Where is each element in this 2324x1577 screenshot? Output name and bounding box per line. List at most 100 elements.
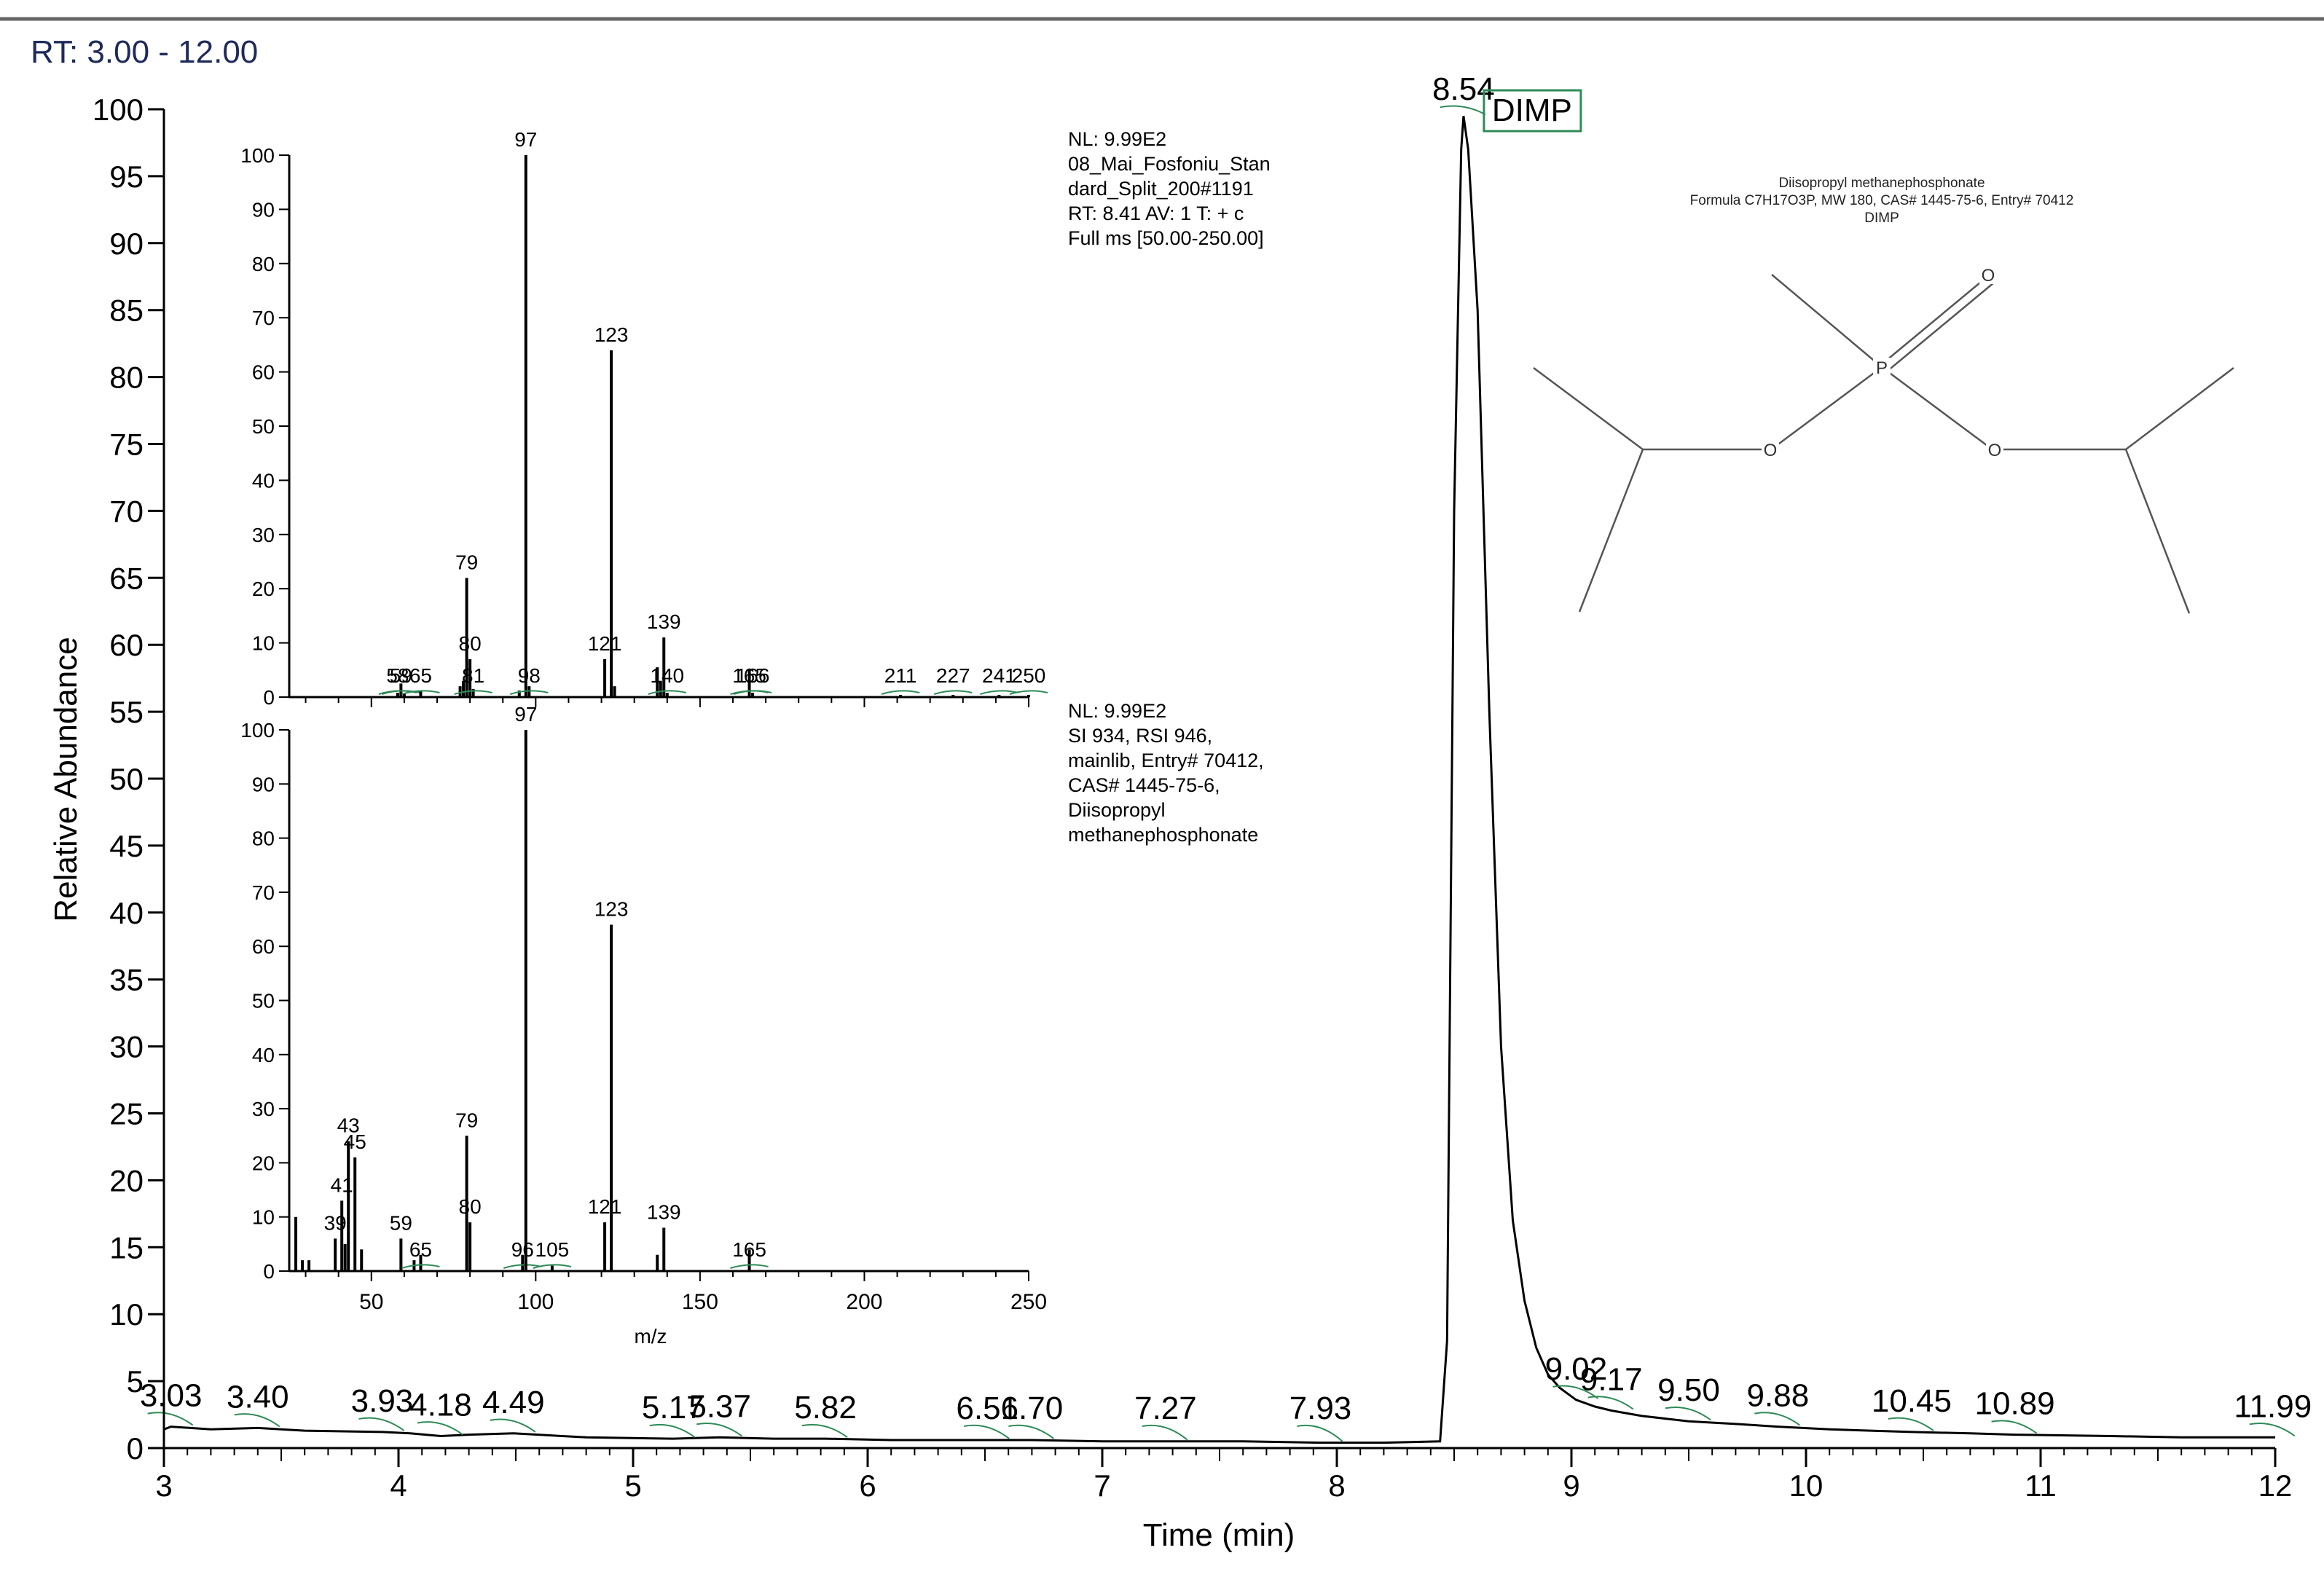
x-tick-label: 5 [624,1468,641,1503]
peak-label: 9.17 [1580,1362,1643,1398]
spectrum-info-line: methanephosphonate [1068,824,1258,846]
bond-p-o-right [1881,366,1988,447]
spectrum-peak-label: 139 [647,1201,681,1224]
spectrum-peak-label: 80 [459,1195,482,1218]
peak-label: 9.88 [1747,1378,1810,1414]
spectrum-peak-label: 59 [390,664,412,687]
inset-y-tick-label: 100 [240,719,275,742]
spectrum-info-line: CAS# 1445-75-6, [1068,774,1220,796]
y-tick-label: 10 [109,1297,144,1332]
peak-label-leader [648,690,687,695]
peak-label-leader [1440,105,1486,116]
chart-header: RT: 3.00 - 12.00 [31,34,258,70]
spectrum-peak-label: 65 [409,664,432,687]
y-tick-label: 25 [109,1097,144,1131]
y-tick-label: 55 [109,695,144,729]
peak-label-leader [454,690,492,695]
x-tick-label: 8 [1328,1468,1345,1503]
peak-label-leader [147,1412,194,1426]
peak-label-leader [1552,1385,1599,1399]
spectrum-peak-label: 227 [936,664,970,687]
peak-label: 5.82 [794,1390,857,1425]
peak-label: 3.93 [351,1383,414,1419]
y-tick-label: 70 [109,494,144,528]
atom-oxygen-right: O [1988,441,2002,460]
chromatogram-trace [163,115,2275,1444]
peak-label: 6.51 [956,1391,1018,1426]
bond-ch-me-left-2 [1578,449,1644,613]
spectrum-peak-label: 98 [518,664,541,687]
spectrum-peak-label: 65 [409,1238,432,1261]
peak-label-leader [510,690,549,695]
peak-label: 6.70 [1001,1391,1064,1426]
bond-ch-me-right-2 [2124,449,2191,614]
spectrum-info-line: NL: 9.99E2 [1068,128,1166,150]
peak-label-leader [733,690,772,695]
bond-ch-me-right-1 [2125,367,2234,450]
inset-y-tick-label: 30 [252,1098,275,1120]
inset-y-tick-label: 40 [252,469,275,492]
compound-label-box: DIMP [1483,89,1582,133]
spectrum-info-line: SI 934, RSI 946, [1068,725,1212,747]
peak-label-leader [1142,1424,1188,1441]
peak-label-leader [1665,1406,1711,1421]
y-tick-label: 100 [93,93,144,127]
spectrum-peak-label: 140 [650,664,684,687]
spectrum-peak-label: 59 [390,1211,412,1234]
spectrum-peak-label: 241 [982,664,1016,687]
y-tick-label: 15 [109,1230,144,1265]
bond-ch-me-left-1 [1533,366,1644,451]
peak-label-leader [964,1424,1010,1439]
inset-y-tick-label: 100 [240,144,275,167]
x-tick-label: 4 [390,1468,407,1503]
peak-label-leader [1297,1424,1343,1442]
spectrum-peak-label: 43 [337,1114,360,1137]
peak-label-leader [696,1423,742,1437]
spectrum-info-line: Full ms [50.00-250.00] [1068,227,1264,249]
peak-label: 9.02 [1545,1351,1608,1387]
peak-label-leader [730,1264,769,1269]
peak-label-leader [1009,690,1048,695]
peak-label: 7.27 [1134,1391,1197,1426]
spectrum-peak-label: 79 [455,551,478,573]
peak-label: 7.93 [1289,1391,1352,1426]
y-tick-label: 45 [109,829,144,863]
spectrum-peak-label: 81 [462,664,484,687]
spectrum-info-line: 08_Mai_Fosfoniu_Stan [1068,153,1271,175]
peak-label-leader [234,1413,280,1428]
peak-label: 10.45 [1872,1383,1952,1419]
y-tick-label: 60 [109,628,144,662]
structure-formula: Formula C7H17O3P, MW 180, CAS# 1445-75-6… [1690,193,2074,208]
spectrum-peak-label: 97 [514,128,537,151]
inset-x-tick-label: 100 [517,1290,554,1314]
peak-label: 5.37 [688,1388,751,1424]
x-tick-label: 11 [2025,1468,2057,1503]
peak-label: 4.49 [482,1385,545,1420]
molecular-structure: Diisopropyl methanephosphonate Formula C… [1533,176,2234,614]
chromatogram: 3.03 3.40 3.934.18 4.49 5.175.37 5.82 6.516.70… [48,71,2312,1553]
spectrum-peak-label: 123 [594,897,629,920]
bond-p-o-double-1 [1881,275,1990,365]
spectrum-peak-label: 250 [1012,664,1046,687]
x-tick-label: 9 [1563,1468,1579,1503]
inset-y-tick-label: 30 [252,524,275,546]
y-tick-label: 30 [109,1030,144,1064]
peak-label-leader [933,690,973,695]
peak-label-leader [801,1423,848,1438]
inset-y-tick-label: 80 [252,253,275,275]
peak-label-leader [881,690,920,695]
spectrum-peak-label: 45 [344,1130,366,1153]
spectrum-peak-label: 97 [514,703,537,725]
peak-label-leader [1991,1420,2038,1434]
inset-y-tick-label: 90 [252,773,275,795]
inset-y-tick-label: 0 [263,1260,275,1283]
spectrum-peak-label: 80 [459,632,482,655]
peak-label-leader [490,1418,536,1433]
y-tick-label: 50 [109,762,144,796]
peak-label: 11.99 [2234,1388,2312,1424]
spectrum-info-line: mainlib, Entry# 70412, [1068,750,1264,771]
structure-abbrev: DIMP [1864,211,1899,226]
bond-p-o-double-2 [1886,282,1995,372]
